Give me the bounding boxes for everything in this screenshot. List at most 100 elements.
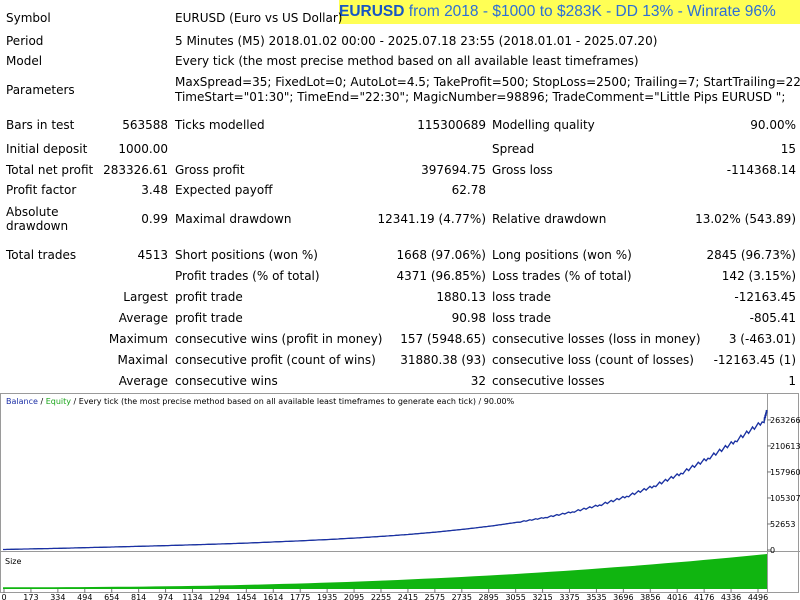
value-maximum-wins: 157 (5948.65) [400, 332, 486, 346]
label-maximum: Maximum [108, 332, 168, 346]
value-profit-trades: 4371 (96.85%) [396, 269, 486, 283]
label-maximum-losses: consecutive losses (loss in money) [492, 332, 701, 346]
graph-caption: Balance / Equity / Every tick (the most … [6, 397, 514, 406]
label-profit-trades: Profit trades (% of total) [175, 269, 320, 283]
x-tick-label: 334 [50, 593, 65, 600]
banner-text: from 2018 - $1000 to $283K - DD 13% - Wi… [404, 3, 776, 20]
x-tick-label: 1614 [263, 593, 283, 600]
value-gross-profit: 397694.75 [421, 163, 486, 177]
x-tick-label: 2575 [425, 593, 445, 600]
x-tick-label: 974 [158, 593, 173, 600]
label-largest-profit: profit trade [175, 290, 243, 304]
label-long-positions: Long positions (won %) [492, 248, 632, 262]
value-profit-factor: 3.48 [141, 183, 168, 197]
equity-line [3, 409, 768, 550]
banner-symbol: EURUSD [339, 3, 405, 20]
graph-frame [0, 393, 799, 593]
label-absolute-drawdown-line2: drawdown [6, 219, 69, 233]
label-symbol: Symbol [6, 11, 51, 25]
value-parameters-line1: MaxSpread=35; FixedLot=0; AutoLot=4.5; T… [175, 75, 800, 89]
x-tick-label: 3215 [532, 593, 552, 600]
label-relative-drawdown: Relative drawdown [492, 212, 607, 226]
x-tick-label: 2415 [398, 593, 418, 600]
label-average-consecutive-wins: consecutive wins [175, 374, 278, 388]
label-maximal-loss: consecutive loss (count of losses) [492, 353, 694, 367]
value-spread: 15 [780, 142, 796, 156]
label-average-loss: loss trade [492, 311, 551, 325]
x-tick-label: 1775 [290, 593, 310, 600]
x-tick-label: 494 [77, 593, 92, 600]
value-total-net-profit: 283326.61 [103, 163, 168, 177]
value-maximal-loss: -12163.45 (1) [713, 353, 796, 367]
value-period: 5 Minutes (M5) 2018.01.02 00:00 - 2025.0… [175, 34, 658, 48]
legend-separator: / [37, 397, 46, 406]
value-total-trades: 4513 [137, 248, 168, 262]
x-tick-label: 3696 [613, 593, 633, 600]
label-initial-deposit: Initial deposit [6, 142, 88, 156]
label-modelling-quality: Modelling quality [492, 118, 595, 132]
label-ticks-modelled: Ticks modelled [175, 118, 265, 132]
balance-chart-svg: 0 52653 105307 157960 210613 263266 0 173 334 494… [0, 393, 800, 600]
label-parameters: Parameters [6, 83, 75, 97]
x-tick-label: 0 [1, 593, 6, 600]
label-average-profit: profit trade [175, 311, 243, 325]
caption-text: / Every tick (the most precise method ba… [70, 397, 515, 406]
x-tick-label: 1454 [236, 593, 256, 600]
label-profit-factor: Profit factor [6, 183, 77, 197]
label-gross-profit: Gross profit [175, 163, 245, 177]
value-largest-loss: -12163.45 [734, 290, 796, 304]
value-gross-loss: -114368.14 [726, 163, 796, 177]
value-initial-deposit: 1000.00 [118, 142, 168, 156]
x-tick-label: 173 [23, 593, 38, 600]
value-maximal-profit: 31880.38 (93) [400, 353, 486, 367]
value-short-positions: 1668 (97.06%) [396, 248, 486, 262]
x-tick-label: 4336 [721, 593, 741, 600]
test-report: EURUSD from 2018 - $1000 to $283K - DD 1… [6, 0, 800, 388]
x-tick-label: 1294 [209, 593, 229, 600]
label-gross-loss: Gross loss [492, 163, 553, 177]
label-expected-payoff: Expected payoff [175, 183, 273, 197]
x-tick-label: 3375 [559, 593, 579, 600]
y-tick-label: 52653 [770, 520, 795, 529]
x-tick-label: 4016 [667, 593, 687, 600]
x-tick-label: 2895 [479, 593, 499, 600]
value-maximum-losses: 3 (-463.01) [728, 332, 796, 346]
y-tick-label: 210613 [770, 442, 800, 451]
label-maximal-profit: consecutive profit (count of wins) [175, 353, 376, 367]
value-bars-in-test: 563588 [122, 118, 168, 132]
y-tick-label: 0 [770, 546, 775, 555]
value-model: Every tick (the most precise method base… [175, 54, 639, 68]
value-modelling-quality: 90.00% [750, 118, 796, 132]
value-largest-profit: 1880.13 [436, 290, 486, 304]
x-tick-label: 2095 [344, 593, 364, 600]
x-tick-label: 3535 [586, 593, 606, 600]
value-average-loss: -805.41 [749, 311, 796, 325]
label-short-positions: Short positions (won %) [175, 248, 318, 262]
x-tick-label: 3055 [505, 593, 525, 600]
value-expected-payoff: 62.78 [451, 183, 486, 197]
label-total-trades: Total trades [6, 248, 77, 262]
y-tick-label: 105307 [770, 494, 800, 503]
x-tick-label: 1134 [182, 593, 202, 600]
label-average-consecutive-losses: consecutive losses [492, 374, 605, 388]
value-absolute-drawdown: 0.99 [141, 212, 168, 226]
value-average-profit: 90.98 [451, 311, 486, 325]
label-model: Model [6, 54, 43, 68]
label-total-net-profit: Total net profit [6, 163, 94, 177]
label-absolute-drawdown-line1: Absolute [6, 205, 59, 219]
label-spread: Spread [492, 142, 535, 156]
value-ticks-modelled: 115300689 [417, 118, 486, 132]
label-largest-loss: loss trade [492, 290, 551, 304]
label-maximal-drawdown: Maximal drawdown [175, 212, 292, 226]
value-symbol: EURUSD (Euro vs US Dollar) [175, 11, 343, 25]
balance-graph: 0 52653 105307 157960 210613 263266 0 173 334 494… [0, 393, 800, 600]
value-average-consecutive-wins: 32 [470, 374, 486, 388]
label-bars-in-test: Bars in test [6, 118, 75, 132]
x-tick-label: 3856 [640, 593, 660, 600]
value-average-consecutive-losses: 1 [788, 374, 796, 388]
x-tick-label: 654 [104, 593, 119, 600]
value-relative-drawdown: 13.02% (543.89) [695, 212, 796, 226]
label-loss-trades: Loss trades (% of total) [492, 269, 632, 283]
label-period: Period [6, 34, 44, 48]
label-largest: Largest [123, 290, 168, 304]
